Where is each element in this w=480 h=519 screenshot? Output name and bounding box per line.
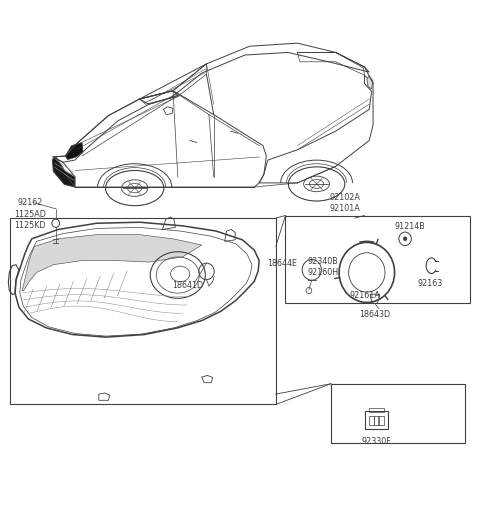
Polygon shape xyxy=(367,76,373,89)
Polygon shape xyxy=(65,143,83,160)
Text: 18641D: 18641D xyxy=(172,281,203,290)
Text: 92162
1125AD
1125KD: 92162 1125AD 1125KD xyxy=(14,198,46,229)
Bar xyxy=(369,407,384,412)
Polygon shape xyxy=(52,157,75,187)
Text: 91214B: 91214B xyxy=(395,222,425,231)
Bar xyxy=(378,416,384,425)
Text: 92330F: 92330F xyxy=(361,436,391,445)
Text: 92161A: 92161A xyxy=(349,291,380,299)
Text: 18643D: 18643D xyxy=(360,310,391,319)
Text: 92340B
92160H: 92340B 92160H xyxy=(307,257,338,277)
Bar xyxy=(10,218,276,404)
Bar xyxy=(373,416,379,425)
Bar xyxy=(331,384,465,443)
Text: 92102A
92101A: 92102A 92101A xyxy=(330,193,361,213)
Polygon shape xyxy=(22,235,202,291)
Text: 18644E: 18644E xyxy=(267,260,298,268)
Text: 92163: 92163 xyxy=(418,279,443,288)
Bar xyxy=(286,215,470,304)
Bar xyxy=(369,416,374,425)
Circle shape xyxy=(403,237,407,241)
